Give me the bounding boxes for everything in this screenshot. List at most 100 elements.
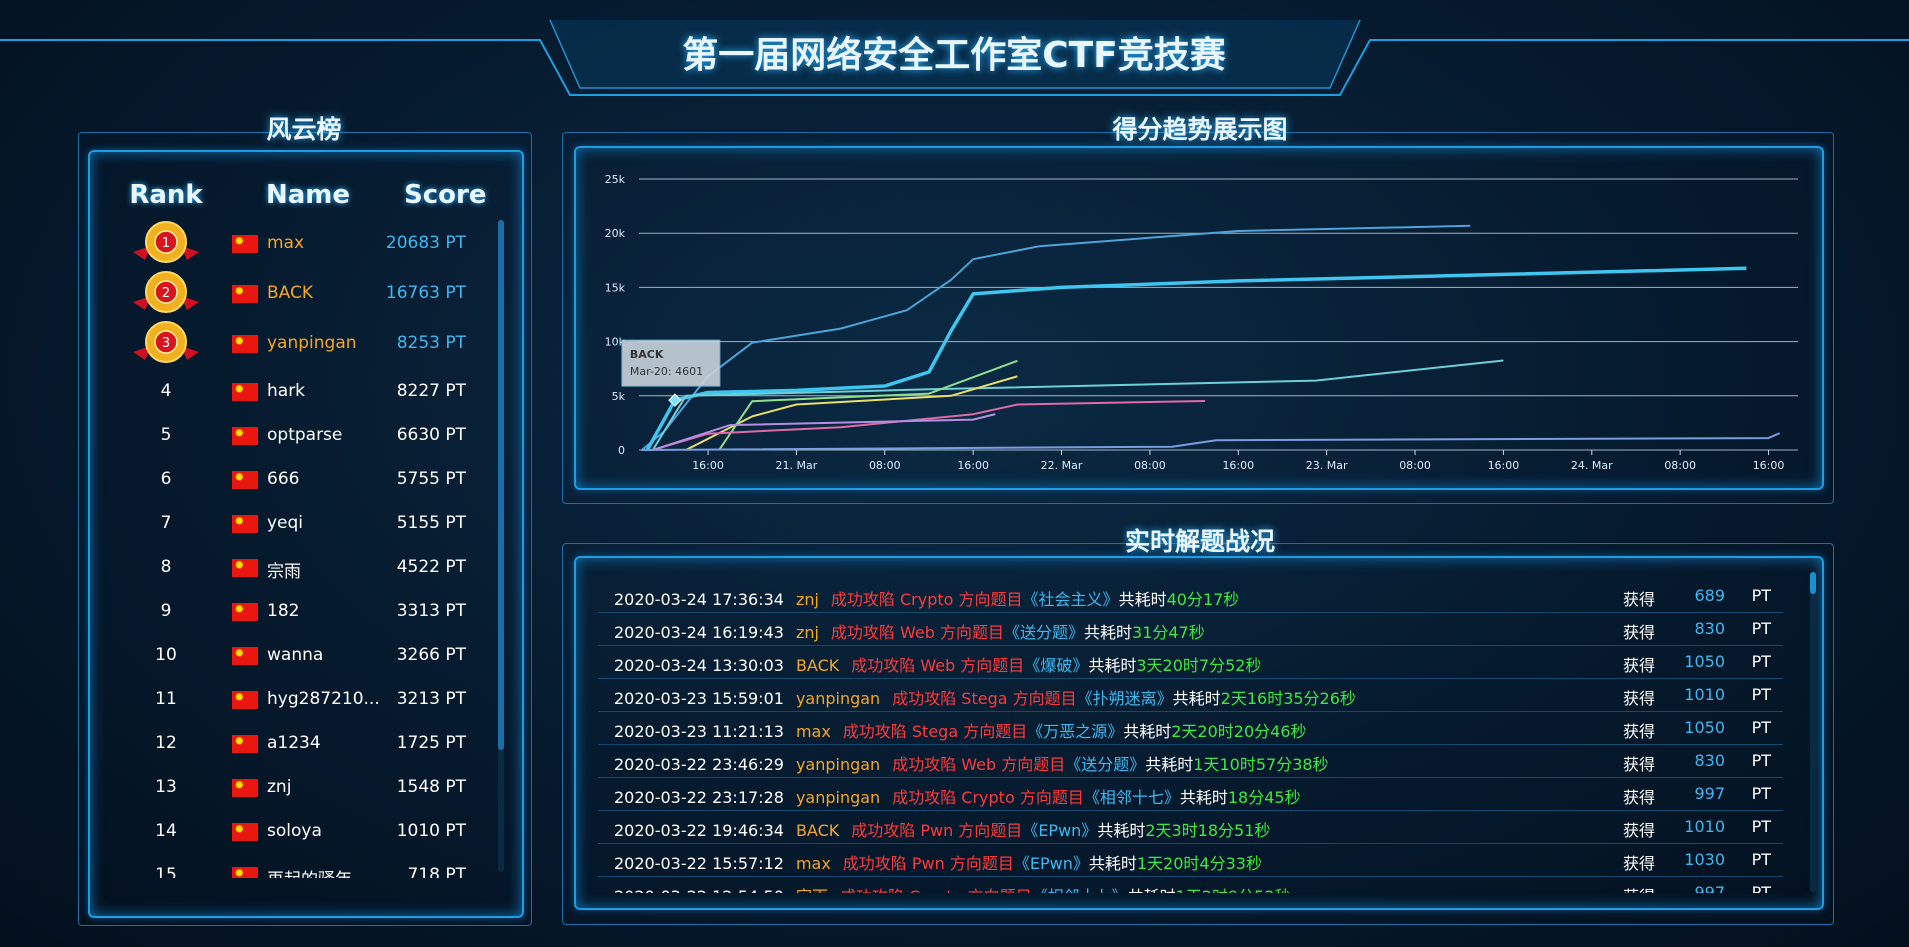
leaderboard-row: 9 182 3313 PT bbox=[96, 592, 496, 632]
flag bbox=[232, 823, 258, 841]
gain-label: 获得 bbox=[1623, 623, 1656, 642]
series-line bbox=[651, 359, 1504, 451]
rank: 6 bbox=[160, 469, 172, 489]
feed-row: 2020-03-23 11:21:13 max 成功攻陷 Stega 方向题目《万恶… bbox=[598, 712, 1783, 745]
x-tick-label: 08:00 bbox=[1664, 459, 1696, 472]
rank-number: 1 bbox=[162, 236, 170, 251]
leaderboard-row: 8 宗雨 4522 PT bbox=[96, 548, 496, 588]
solver: znj bbox=[795, 590, 819, 609]
flag bbox=[232, 235, 258, 253]
points-unit: PT bbox=[1751, 883, 1771, 893]
points-unit: PT bbox=[1751, 619, 1771, 638]
solver: yanpingan bbox=[795, 755, 881, 774]
feed-row: 2020-03-22 12:54:50 宗雨 成功攻陷 Crypto 方向题目《相邻… bbox=[598, 877, 1783, 893]
x-tick-label: 22. Mar bbox=[1041, 459, 1083, 472]
solver: max bbox=[795, 722, 831, 741]
player-name: a1234 bbox=[267, 733, 321, 753]
solver: 宗雨 bbox=[796, 887, 828, 893]
points: 830 bbox=[1694, 619, 1725, 638]
points-unit: PT bbox=[1751, 586, 1771, 605]
challenge: 《社会主义》 bbox=[1022, 590, 1119, 609]
flag bbox=[232, 383, 258, 401]
leaderboard-row: 4 hark 8227 PT bbox=[96, 372, 496, 412]
medal: 1 bbox=[133, 221, 199, 263]
solve-time: 2020-03-23 11:21:13 bbox=[614, 722, 784, 741]
header-decoration bbox=[0, 19, 1909, 96]
took-label: 共耗时 bbox=[1088, 656, 1137, 675]
feed-row: 2020-03-24 17:36:34 znj 成功攻陷 Crypto 方向题目《社… bbox=[598, 580, 1783, 613]
solver: BACK bbox=[795, 656, 840, 675]
flag bbox=[232, 647, 258, 665]
took-label: 共耗时 bbox=[1088, 854, 1137, 873]
x-tick-label: 24. Mar bbox=[1571, 459, 1613, 472]
player-name: soloya bbox=[267, 821, 322, 841]
flag bbox=[232, 779, 258, 797]
challenge: 《扑朔迷离》 bbox=[1076, 689, 1173, 708]
tooltip-title: BACK bbox=[630, 348, 664, 361]
y-tick-label: 0 bbox=[618, 444, 625, 457]
solver: max bbox=[795, 854, 831, 873]
leaderboard-list: 1 max 20683 PT 2 BACK 16763 PT 3 yanpingan 8253 … bbox=[96, 218, 496, 878]
feed-text: 2020-03-24 13:30:03 BACK 成功攻陷 Web 方向题目《爆破》… bbox=[614, 652, 1273, 676]
points: 830 bbox=[1694, 751, 1725, 770]
x-tick-label: 16:00 bbox=[1222, 459, 1254, 472]
scrollbar-thumb[interactable] bbox=[498, 220, 504, 750]
took-label: 共耗时 bbox=[1123, 722, 1172, 741]
feed-text: 2020-03-22 15:57:12 max 成功攻陷 Pwn 方向题目《EPwn… bbox=[614, 850, 1274, 874]
player-score: 5155 PT bbox=[396, 513, 466, 533]
y-tick-label: 25k bbox=[605, 173, 626, 186]
duration: 2天3时18分51秒 bbox=[1145, 821, 1271, 840]
y-tick-label: 5k bbox=[612, 390, 626, 403]
flag bbox=[232, 515, 258, 533]
took-label: 共耗时 bbox=[1172, 689, 1221, 708]
duration: 40分17秒 bbox=[1166, 590, 1240, 609]
challenge: 《EPwn》 bbox=[1022, 821, 1098, 840]
series-line bbox=[645, 266, 1747, 451]
duration: 1天20时4分33秒 bbox=[1136, 854, 1262, 873]
player-name: max bbox=[267, 233, 305, 253]
player-score: 8253 PT bbox=[396, 333, 466, 353]
solve-time: 2020-03-22 19:46:34 bbox=[614, 821, 784, 840]
points-unit: PT bbox=[1751, 817, 1771, 836]
feed-outer bbox=[562, 543, 1834, 925]
y-tick-label: 10k bbox=[605, 336, 626, 349]
feed-text: 2020-03-24 17:36:34 znj 成功攻陷 Crypto 方向题目《社… bbox=[614, 586, 1251, 610]
flag bbox=[232, 603, 258, 621]
leaderboard-panel bbox=[88, 150, 524, 918]
challenge: 《万恶之源》 bbox=[1027, 722, 1124, 741]
points-unit: PT bbox=[1751, 718, 1771, 737]
leaderboard-row: 11 hyg287210... 3213 PT bbox=[96, 680, 496, 720]
rank: 4 bbox=[160, 381, 172, 401]
points: 997 bbox=[1694, 883, 1725, 893]
player-score: 1725 PT bbox=[396, 733, 466, 753]
feed-scrollbar-thumb[interactable] bbox=[1810, 572, 1816, 594]
series-line bbox=[652, 413, 996, 451]
rank: 15 bbox=[155, 865, 177, 878]
medal-inner bbox=[154, 330, 178, 354]
solver: BACK bbox=[795, 821, 840, 840]
rank: 10 bbox=[155, 645, 177, 665]
player-score: 3266 PT bbox=[396, 645, 466, 665]
solver: yanpingan bbox=[795, 689, 881, 708]
player-name: 再起的骚年 bbox=[267, 865, 352, 878]
leaderboard-row: 10 wanna 3266 PT bbox=[96, 636, 496, 676]
player-score: 6630 PT bbox=[396, 425, 466, 445]
leaderboard-row: 14 soloya 1010 PT bbox=[96, 812, 496, 852]
player-name: 182 bbox=[267, 601, 300, 621]
tooltip-box bbox=[621, 339, 721, 387]
player-name: znj bbox=[267, 777, 292, 797]
player-score: 8227 PT bbox=[396, 381, 466, 401]
player-score: 5755 PT bbox=[396, 469, 466, 489]
chart-outer bbox=[562, 132, 1834, 504]
series-line bbox=[641, 432, 1781, 451]
player-name: yanpingan bbox=[267, 333, 357, 353]
hover-point bbox=[668, 393, 682, 407]
player-score: 3313 PT bbox=[396, 601, 466, 621]
player-name: yeqi bbox=[267, 513, 304, 533]
took-label: 共耗时 bbox=[1118, 590, 1167, 609]
rank: 9 bbox=[160, 601, 172, 621]
action: 成功攻陷 Pwn 方向题目 bbox=[851, 821, 1023, 840]
leaderboard-row: 5 optparse 6630 PT bbox=[96, 416, 496, 456]
medal: 2 bbox=[133, 271, 199, 313]
